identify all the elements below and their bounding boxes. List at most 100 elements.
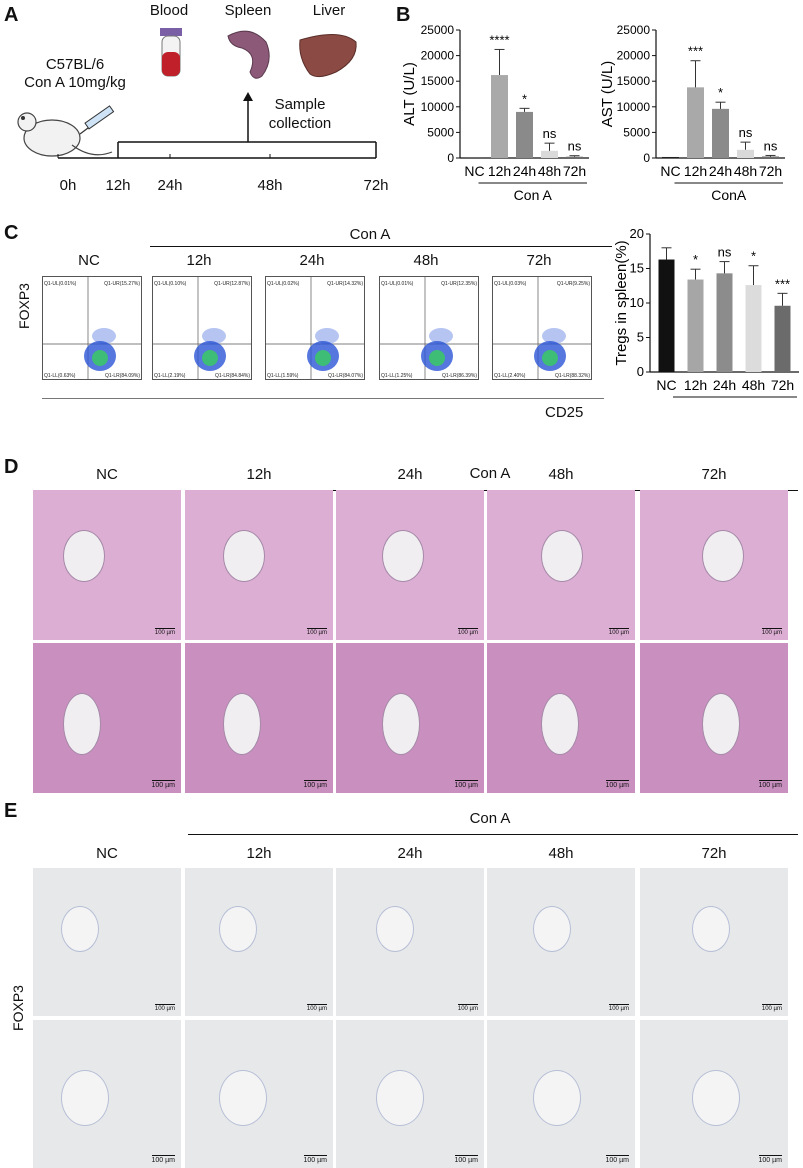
facs-cloud-upper (429, 328, 453, 344)
organ-label-spleen: Spleen (224, 2, 272, 19)
ihc-liver-section: 100 µm (185, 1020, 333, 1168)
facs-title-48h: 48h (413, 252, 439, 269)
y-tick-label: 20000 (617, 49, 651, 63)
vessel-lumen (63, 530, 105, 582)
facs-quadrant-label: Q1-UR(12.87%) (214, 281, 250, 287)
facs-cloud-core (429, 350, 445, 366)
category-label: 12h (684, 163, 707, 179)
timeline-48h: 48h (257, 177, 283, 194)
bar-72h (774, 305, 791, 372)
scale-bar: 100 µm (154, 1004, 175, 1012)
vessel-lumen (61, 1070, 109, 1126)
category-label: 72h (759, 163, 782, 179)
vessel-lumen (692, 906, 730, 952)
y-tick-label: 5000 (427, 125, 454, 139)
group-label: Con A (514, 187, 553, 203)
vessel-lumen (702, 530, 744, 582)
scale-bar: 100 µm (306, 1004, 327, 1012)
timeline-72h: 72h (363, 177, 389, 194)
ihc-liver-section: 100 µm (33, 1020, 181, 1168)
sample-label-line1: Sample (274, 96, 326, 113)
category-label: NC (464, 163, 484, 179)
panel-label-b: B (396, 4, 411, 26)
scale-bar: 100 µm (457, 1004, 478, 1012)
he-liver-section: 100 µm (487, 490, 635, 640)
facs-quadrant-label: Q1-LR(86.39%) (442, 373, 477, 379)
vessel-lumen (219, 906, 257, 952)
scale-bar: 100 µm (758, 1155, 782, 1164)
y-tick-label: 0 (637, 364, 644, 379)
bar-72h (566, 156, 583, 158)
sample-label-line2: collection (268, 115, 332, 132)
scale-bar: 100 µm (151, 780, 175, 789)
facs-cloud-core (92, 350, 108, 366)
y-tick-label: 15000 (617, 74, 651, 88)
category-label: 48h (742, 377, 765, 393)
organ-label-liver: Liver (312, 2, 346, 19)
facs-group-label: Con A (349, 226, 391, 243)
ihc-liver-section: 100 µm (487, 1020, 635, 1168)
y-tick-label: 5000 (623, 125, 650, 139)
he-group-label: Con A (469, 465, 511, 482)
facs-title-12h: 12h (186, 252, 212, 269)
he-liver-section: 100 µm (336, 643, 484, 793)
bar-24h (516, 111, 533, 158)
y-tick-label: 10 (630, 295, 644, 310)
he-liver-section: 100 µm (185, 490, 333, 640)
ihc-title-24h: 24h (397, 845, 423, 862)
he-liver-section: 100 µm (33, 643, 181, 793)
y-tick-label: 15 (630, 261, 644, 276)
facs-quadrant-label: Q1-UL(0.10%) (154, 281, 187, 287)
facs-cloud-core (542, 350, 558, 366)
he-liver-section: 100 µm (33, 490, 181, 640)
vessel-lumen (533, 1070, 581, 1126)
he-liver-section: 100 µm (640, 490, 788, 640)
vessel-lumen (61, 906, 99, 952)
panel-label-e: E (4, 800, 18, 822)
ihc-liver-section: 100 µm (33, 868, 181, 1016)
he-liver-section: 100 µm (185, 643, 333, 793)
bar-24h (712, 108, 729, 158)
vessel-lumen (541, 530, 583, 582)
facs-quadrant-label: Q1-UL(0.02%) (267, 281, 300, 287)
facs-quadrant-label: Q1-UR(14.32%) (327, 281, 363, 287)
facs-quadrant-label: Q1-LL(1.25%) (381, 373, 413, 379)
he-liver-section: 100 µm (640, 643, 788, 793)
ihc-liver-section: 100 µm (640, 868, 788, 1016)
facs-quadrant-label: Q1-UR(12.35%) (441, 281, 477, 287)
facs-title-72h: 72h (526, 252, 552, 269)
scale-bar: 100 µm (306, 628, 327, 636)
category-label: 24h (713, 377, 736, 393)
blood-tube-icon (160, 28, 182, 77)
facs-quadrant-label: Q1-LR(84.09%) (105, 373, 140, 379)
scale-bar: 100 µm (608, 1004, 629, 1012)
organ-label-blood: Blood (149, 2, 189, 19)
ihc-group-label: Con A (469, 810, 511, 827)
significance-label: ns (718, 245, 732, 260)
he-title-48h: 48h (548, 466, 574, 483)
category-label: NC (660, 163, 680, 179)
organ-illustrations (160, 28, 357, 79)
y-axis-label: Tregs in spleen(%) (613, 240, 630, 365)
y-tick-label: 20 (630, 226, 644, 241)
facs-x-axis-label: CD25 (545, 404, 584, 421)
y-axis-label: ALT (U/L) (401, 62, 418, 126)
facs-quadrant-label: Q1-UL(0.01%) (44, 281, 77, 287)
timeline (57, 92, 377, 159)
ihc-y-axis-label: FOXP3 (10, 985, 26, 1031)
ihc-title-48h: 48h (548, 845, 574, 862)
facs-cloud-core (202, 350, 218, 366)
mouse-strain-label: C57BL/6 (45, 56, 105, 73)
vessel-lumen (219, 1070, 267, 1126)
category-label: 12h (488, 163, 511, 179)
mouse-syringe-illustration (17, 105, 115, 157)
scale-bar: 100 µm (303, 780, 327, 789)
facs-title-24h: 24h (299, 252, 325, 269)
scale-bar: 100 µm (151, 1155, 175, 1164)
bar-12h (687, 87, 704, 158)
bar-48h (745, 285, 762, 372)
ihc-liver-section: 100 µm (487, 868, 635, 1016)
ihc-liver-section: 100 µm (336, 868, 484, 1016)
y-tick-label: 25000 (421, 23, 455, 37)
he-liver-section: 100 µm (336, 490, 484, 640)
